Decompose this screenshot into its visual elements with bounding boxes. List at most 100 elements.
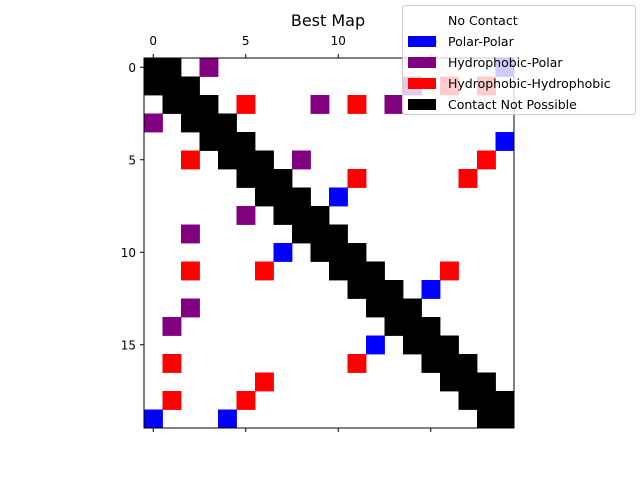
heatmap-cell xyxy=(329,224,348,244)
heatmap-cell xyxy=(329,187,348,207)
legend-item-contact-not-possible: Contact Not Possible xyxy=(408,95,577,113)
heatmap-cell xyxy=(218,113,237,133)
heatmap-cell xyxy=(199,95,219,114)
heatmap-cell xyxy=(403,317,422,336)
heatmap-cell xyxy=(458,169,478,188)
heatmap-cell xyxy=(347,243,367,262)
heatmap-cell xyxy=(162,317,182,336)
heatmap-cell xyxy=(273,243,293,262)
x-tick-label: 10 xyxy=(331,34,346,48)
legend-item-hydrophobic-hydrophobic: Hydrophobic-Hydrophobic xyxy=(408,74,611,92)
heatmap-cell xyxy=(421,335,441,355)
heatmap-cell xyxy=(421,354,441,373)
heatmap-cell xyxy=(458,372,478,392)
heatmap-cell xyxy=(495,391,515,410)
legend-swatch-hydrophobic-polar xyxy=(408,56,436,68)
heatmap-cell xyxy=(421,317,441,336)
heatmap-cell xyxy=(236,169,256,188)
legend-swatch-contact-not-possible xyxy=(408,98,436,110)
heatmap-cell xyxy=(273,187,293,207)
heatmap-cell xyxy=(366,261,385,281)
heatmap-cell xyxy=(181,76,200,96)
y-tick-label: 10 xyxy=(121,246,136,260)
heatmap-cell xyxy=(273,169,293,188)
heatmap-cell xyxy=(162,354,182,373)
heatmap-cell xyxy=(403,298,422,318)
heatmap-cell xyxy=(199,58,219,77)
x-tick-label: 5 xyxy=(242,34,250,48)
legend-label-hydrophobic-polar: Hydrophobic-Polar xyxy=(448,54,563,70)
heatmap-cell xyxy=(310,224,330,244)
heatmap-cell xyxy=(458,391,478,410)
x-tick-label: 0 xyxy=(149,34,157,48)
heatmap-cell xyxy=(236,391,256,410)
heatmap-cell xyxy=(292,150,311,170)
heatmap-cell xyxy=(255,372,274,392)
heatmap-cell xyxy=(162,58,182,77)
heatmap-cell xyxy=(144,113,163,133)
heatmap-cell xyxy=(384,298,404,318)
heatmap-cell xyxy=(162,95,182,114)
heatmap-cell xyxy=(181,224,200,244)
heatmap-cell xyxy=(477,150,496,170)
heatmap-cell xyxy=(162,76,182,96)
y-tick-label: 5 xyxy=(128,153,136,167)
heatmap-cell xyxy=(199,132,219,151)
heatmap-cell xyxy=(236,95,256,114)
legend-swatch-polar-polar xyxy=(408,35,436,47)
heatmap-cell xyxy=(384,317,404,336)
heatmap-cell xyxy=(255,187,274,207)
heatmap-cell xyxy=(477,391,496,410)
heatmap-cell xyxy=(495,132,515,151)
heatmap-cell xyxy=(255,261,274,281)
heatmap-cell xyxy=(255,169,274,188)
legend-label-polar-polar: Polar-Polar xyxy=(448,33,514,49)
heatmap-cell xyxy=(477,409,496,429)
heatmap-cell xyxy=(366,280,385,299)
legend-item-no-contact: No Contact xyxy=(408,11,518,29)
legend-swatch-no-contact xyxy=(408,14,436,26)
heatmap-cell xyxy=(347,169,367,188)
y-tick-label: 0 xyxy=(128,61,136,75)
heatmap-cell xyxy=(255,150,274,170)
heatmap-cell xyxy=(310,95,330,114)
legend: No Contact Polar-Polar Hydrophobic-Polar… xyxy=(402,5,636,115)
plot-frame xyxy=(143,57,515,429)
heatmap-cell xyxy=(292,224,311,244)
heatmap-cell xyxy=(440,354,459,373)
heatmap-cell xyxy=(218,150,237,170)
heatmap-cell xyxy=(329,243,348,262)
heatmap-cell xyxy=(181,298,200,318)
legend-label-contact-not-possible: Contact Not Possible xyxy=(448,96,577,112)
heatmap-cell xyxy=(310,206,330,225)
heatmap-cell xyxy=(403,335,422,355)
heatmap-cell xyxy=(199,113,219,133)
heatmap-cell xyxy=(181,95,200,114)
heatmap-cell xyxy=(292,187,311,207)
chart-title: Best Map xyxy=(291,11,365,30)
heatmap-cell xyxy=(495,409,515,429)
heatmap-cell xyxy=(384,280,404,299)
y-tick-label: 15 xyxy=(121,338,136,352)
heatmap-cell xyxy=(181,261,200,281)
heatmap-cell xyxy=(236,206,256,225)
heatmap-cells xyxy=(144,58,515,429)
heatmap-cell xyxy=(144,58,163,77)
heatmap-cell xyxy=(310,243,330,262)
heatmap-cell xyxy=(236,150,256,170)
legend-label-no-contact: No Contact xyxy=(448,12,518,28)
heatmap-cell xyxy=(384,95,404,114)
heatmap-cell xyxy=(347,95,367,114)
legend-swatch-hydrophobic-hydrophobic xyxy=(408,77,436,89)
legend-label-hydrophobic-hydrophobic: Hydrophobic-Hydrophobic xyxy=(448,75,611,91)
heatmap-cell xyxy=(181,150,200,170)
heatmap-cell xyxy=(458,354,478,373)
heatmap-cell xyxy=(440,372,459,392)
heatmap-cell xyxy=(162,391,182,410)
heatmap-cell xyxy=(366,335,385,355)
heatmap-cell xyxy=(347,280,367,299)
heatmap-cell xyxy=(273,206,293,225)
heatmap-cell xyxy=(292,206,311,225)
heatmap-cell xyxy=(440,261,459,281)
